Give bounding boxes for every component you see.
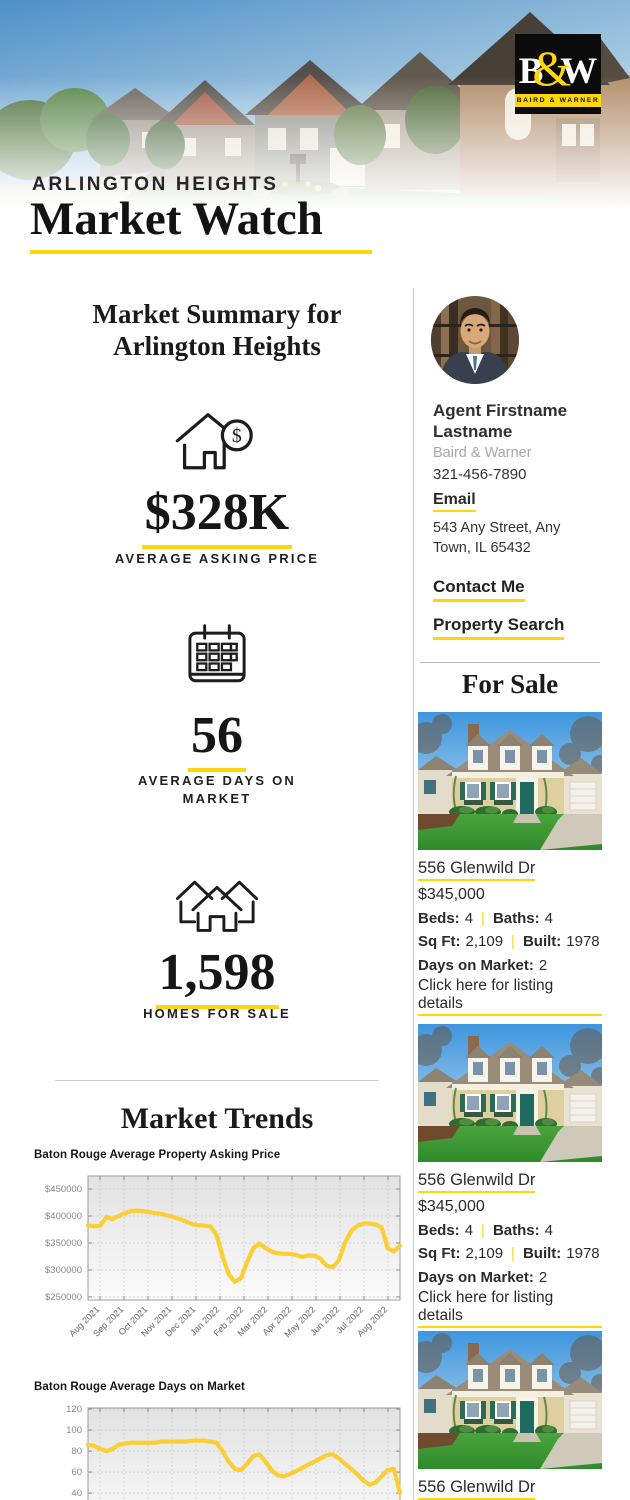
homes-icon [174,858,260,934]
avg-days-on-market-label: AVERAGE DAYS ON MARKET [138,773,296,806]
house-dollar-icon [172,403,262,475]
listing-photo[interactable] [418,712,602,850]
listing-address-link[interactable]: 556 Glenwild Dr [418,859,536,881]
market-summary-column: Market Summary for Arlington Heights $32… [28,288,406,1500]
svg-text:$250000: $250000 [45,1292,82,1303]
contact-me-link[interactable]: Contact Me [433,577,525,602]
brand-logo-mark: B & W [518,40,598,96]
agent-sidebar: Agent Firstname Lastname Baird & Warner … [418,288,602,1500]
svg-text:120: 120 [66,1404,82,1415]
svg-text:40: 40 [71,1488,82,1499]
listing-photo[interactable] [418,1024,602,1162]
for-sale-heading: For Sale [461,669,559,699]
listing-price: $345,000 [418,886,485,903]
listing-details-link[interactable]: Click here for listing details [418,1289,602,1328]
svg-text:100: 100 [66,1425,82,1436]
listing-card: 556 Glenwild Dr $345,000 Beds:4|Baths:4 … [418,1331,602,1500]
ampersand-glyph: & [532,40,572,96]
location-label: ARLINGTON HEIGHTS [32,174,279,195]
listing-beds-baths: Beds: 4 | Baths: 4 [418,1222,553,1239]
market-trends-heading: Market Trends [120,1102,314,1135]
email-link[interactable]: Email [433,491,476,512]
separator: | [511,1245,515,1262]
separator: | [511,933,515,950]
listing-photo[interactable] [418,1331,602,1469]
listing-sqft-built: Sq Ft: 2,109 | Built: 1978 [418,933,600,950]
separator: | [481,1222,485,1239]
avg-days-on-market-value: 56 [28,710,406,772]
agent-phone: 321-456-7890 [433,465,527,483]
agent-avatar [431,296,519,384]
listing-sqft-built: Sq Ft: 2,109 | Built: 1978 [418,1245,600,1262]
column-divider [413,288,414,1500]
brand-logo[interactable]: B & W BAIRD & WARNER [515,34,601,114]
brand-logo-name: BAIRD & WARNER [515,94,601,107]
asking-price-chart-title: Baton Rouge Average Property Asking Pric… [34,1149,281,1161]
agent-name: Agent Firstname Lastname [433,401,568,442]
avg-asking-price-value: $328K [28,487,406,549]
agent-company: Baird & Warner [433,444,532,461]
section-divider [55,1080,379,1081]
title-underline [30,250,372,254]
listing-card: 556 Glenwild Dr $345,000 Beds:4|Baths:4 … [418,1024,602,1328]
property-search-link[interactable]: Property Search [433,615,565,640]
listing-price: $345,000 [418,1198,485,1215]
days-on-market-chart-title: Baton Rouge Average Days on Market [34,1381,245,1393]
for-sale-divider [420,662,600,663]
svg-text:$300000: $300000 [45,1265,82,1276]
homes-for-sale-label: HOMES FOR SALE [143,1006,291,1021]
svg-text:$450000: $450000 [45,1184,82,1195]
page-title: Market Watch [30,193,323,245]
listing-address-link[interactable]: 556 Glenwild Dr [418,1478,536,1500]
svg-text:$350000: $350000 [45,1238,82,1249]
listing-card: 556 Glenwild Dr $345,000 Beds:4|Baths:4 … [418,712,602,1016]
svg-text:60: 60 [71,1467,82,1478]
summary-heading: Market Summary for Arlington Heights [92,299,342,362]
agent-address: 543 Any Street, Any Town, IL 65432 [433,519,561,557]
listing-days-on-market: Days on Market: 2 [418,1269,548,1286]
homes-for-sale-value: 1,598 [28,947,406,1009]
separator: | [481,910,485,927]
agent-info: Agent Firstname Lastname Baird & Warner … [433,400,598,640]
listing-details-link[interactable]: Click here for listing details [418,977,602,1016]
svg-text:$400000: $400000 [45,1211,82,1222]
listing-days-on-market: Days on Market: 2 [418,957,548,974]
listing-address-link[interactable]: 556 Glenwild Dr [418,1171,536,1193]
svg-text:80: 80 [71,1446,82,1457]
calendar-icon [180,620,254,689]
listing-beds-baths: Beds: 4 | Baths: 4 [418,910,553,927]
avg-asking-price-label: AVERAGE ASKING PRICE [114,551,320,566]
